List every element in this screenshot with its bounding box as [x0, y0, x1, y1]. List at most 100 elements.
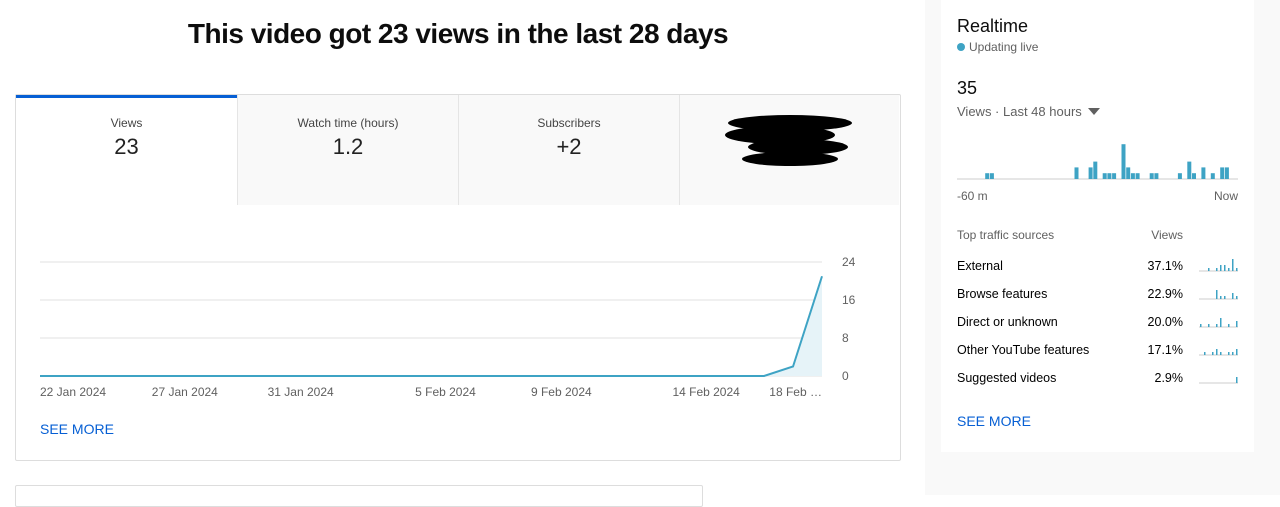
bar: [1220, 167, 1225, 179]
x-tick-label: 31 Jan 2024: [268, 385, 334, 399]
bar: [1154, 173, 1159, 179]
y-tick-label: 0: [842, 369, 849, 383]
line: [40, 275, 823, 377]
realtime-panel: -60 m Now Top traffic sources Views External…: [957, 108, 1238, 385]
source-share: 17.1%: [1148, 343, 1183, 357]
sources-header: Top traffic sources: [957, 228, 1054, 242]
x-axis-start: -60 m: [957, 189, 988, 203]
bar: [1074, 167, 1079, 179]
overview-card: [15, 94, 901, 461]
tab-label: Subscribers: [537, 116, 601, 130]
sparkline-bar: [1220, 352, 1222, 355]
sparkline-bar: [1232, 352, 1234, 355]
sparkline-bar: [1224, 265, 1226, 271]
sparkline-bar: [1212, 352, 1214, 355]
sources-column: Views: [1151, 228, 1183, 242]
source-share: 20.0%: [1148, 315, 1183, 329]
realtime-title: Realtime: [957, 16, 1029, 36]
y-tick-label: 8: [842, 331, 849, 345]
tab[interactable]: Views 23: [16, 95, 237, 205]
bar: [985, 173, 990, 179]
bar: [1201, 167, 1206, 179]
x-tick-label: 14 Feb 2024: [672, 385, 740, 399]
realtime-total: 35: [957, 78, 978, 98]
page-title: This video got 23 views in the last 28 d…: [187, 18, 729, 49]
bar: [1187, 161, 1192, 179]
bar: [1088, 167, 1093, 179]
see-more-link[interactable]: SEE MORE: [40, 421, 114, 437]
x-tick-label: 27 Jan 2024: [152, 385, 218, 399]
sparkline-bar: [1220, 318, 1222, 327]
tab[interactable]: Subscribers +2: [458, 95, 679, 205]
y-tick-label: 24: [842, 255, 856, 269]
sparkline-bar: [1232, 259, 1234, 271]
sparkline-bar: [1216, 290, 1218, 299]
see-more-link[interactable]: SEE MORE: [957, 413, 1031, 429]
sparkline-bar: [1236, 268, 1238, 271]
source-share: 2.9%: [1155, 371, 1184, 385]
source-name: Other YouTube features: [957, 343, 1089, 357]
source-name: Suggested videos: [957, 371, 1056, 385]
sparkline-bar: [1208, 324, 1210, 327]
page: This video got 23 views in the last 28 d…: [15, 0, 1254, 507]
bar: [1102, 173, 1107, 179]
tab-value: 23: [114, 134, 139, 159]
realtime-card: [941, 0, 1254, 452]
bar: [1093, 161, 1098, 179]
sparkline-bar: [1236, 377, 1238, 383]
sparkline-bar: [1236, 321, 1238, 327]
sparkline-bar: [1216, 349, 1218, 355]
source-share: 22.9%: [1148, 287, 1183, 301]
sparkline-bar: [1236, 349, 1238, 355]
source-name: External: [957, 259, 1003, 273]
live-status: Updating live: [969, 40, 1039, 54]
bar: [1130, 173, 1135, 179]
y-tick-label: 16: [842, 293, 856, 307]
sparkline-bar: [1208, 268, 1210, 271]
source-name: Direct or unknown: [957, 315, 1058, 329]
tab-label: Views: [110, 116, 143, 130]
x-tick-label: 22 Jan 2024: [40, 385, 106, 399]
bar: [1135, 173, 1140, 179]
sparkline-bar: [1204, 352, 1206, 355]
x-tick-label: 18 Feb …: [769, 385, 822, 399]
bar: [1149, 173, 1154, 179]
bar: [1107, 173, 1112, 179]
views-chart: 0 8 16 24 22 Jan 2024 27 Jan 2024 31 Jan 2024 5…: [40, 255, 856, 399]
redacted: [725, 115, 852, 166]
x-tick-label: 9 Feb 2024: [531, 385, 592, 399]
tab[interactable]: [679, 95, 899, 205]
bar: [1192, 173, 1196, 179]
bar: [1112, 173, 1117, 179]
period-selector[interactable]: Views · Last 48 hours: [957, 104, 1082, 119]
dropdown-arrow: [1088, 108, 1100, 115]
bar: [1177, 173, 1182, 179]
bar: [1210, 173, 1215, 179]
tab-value: +2: [556, 134, 582, 159]
sparkline-bar: [1216, 324, 1218, 327]
bar: [1224, 167, 1229, 179]
bar: [989, 173, 994, 179]
sparkline-bar: [1220, 296, 1222, 299]
tab[interactable]: Watch time (hours) 1.2: [237, 95, 458, 205]
tab-value: 1.2: [332, 134, 364, 159]
sparkline-bar: [1236, 296, 1238, 299]
x-tick-label: 5 Feb 2024: [415, 385, 476, 399]
source-share: 37.1%: [1148, 259, 1183, 273]
source-name: Browse features: [957, 287, 1047, 301]
bar: [1126, 167, 1131, 179]
bar: [1121, 144, 1126, 179]
sparkline-bar: [1228, 268, 1230, 271]
sparkline-bar: [1224, 296, 1226, 299]
tab-label: Watch time (hours): [297, 116, 399, 130]
sparkline-bar: [1228, 352, 1230, 355]
sparkline-bar: [1216, 268, 1218, 271]
bottom-card: [15, 485, 703, 507]
sparkline-bar: [1200, 324, 1202, 327]
sparkline-bar: [1220, 265, 1222, 271]
sparkline-bar: [1228, 324, 1230, 327]
x-axis-end: Now: [1214, 189, 1238, 203]
live-dot: [957, 43, 965, 51]
sparkline-bar: [1232, 293, 1234, 299]
area-fill: [40, 276, 822, 376]
